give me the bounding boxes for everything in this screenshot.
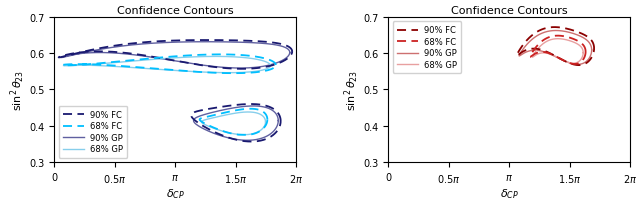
Title: Confidence Contours: Confidence Contours: [117, 6, 234, 16]
Legend: 90% FC, 68% FC, 90% GP, 68% GP: 90% FC, 68% FC, 90% GP, 68% GP: [59, 106, 127, 158]
Y-axis label: $\sin^2 \theta_{23}$: $\sin^2 \theta_{23}$: [342, 70, 360, 110]
Title: Confidence Contours: Confidence Contours: [451, 6, 568, 16]
X-axis label: $\delta_{CP}$: $\delta_{CP}$: [166, 186, 185, 200]
Y-axis label: $\sin^2 \theta_{23}$: $\sin^2 \theta_{23}$: [8, 70, 26, 110]
Legend: 90% FC, 68% FC, 90% GP, 68% GP: 90% FC, 68% FC, 90% GP, 68% GP: [392, 22, 461, 74]
X-axis label: $\delta_{CP}$: $\delta_{CP}$: [500, 186, 519, 200]
